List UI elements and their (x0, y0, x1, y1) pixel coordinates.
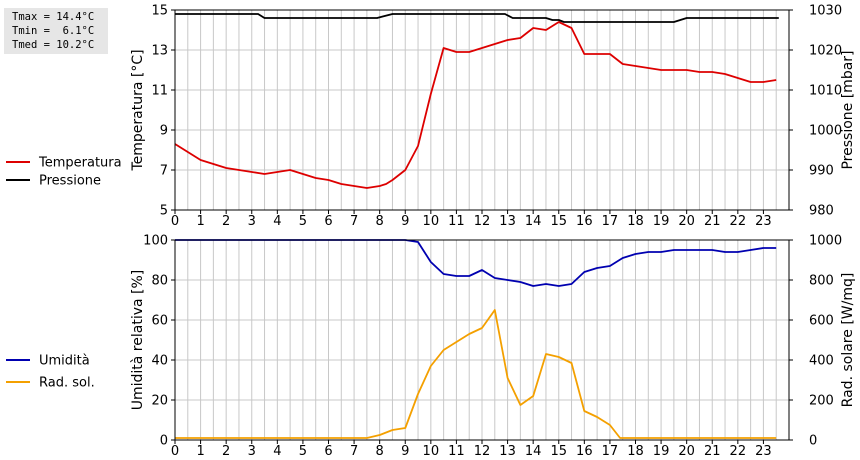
x-tick-label: 9 (401, 214, 409, 229)
y-right-axis-label: Pressione [mbar] (840, 50, 856, 169)
y-right-tick-label: 1030 (809, 4, 842, 19)
x-tick-label: 0 (171, 444, 179, 459)
x-tick-label: 2 (222, 214, 230, 229)
x-tick-label: 10 (423, 444, 440, 459)
x-tick-label: 11 (448, 444, 465, 459)
x-tick-label: 21 (704, 444, 721, 459)
x-tick-label: 17 (602, 214, 619, 229)
x-tick-label: 3 (248, 214, 256, 229)
legend-label: Rad. sol. (39, 376, 95, 391)
series-line-temperatura (174, 21, 777, 189)
x-tick-label: 22 (730, 444, 747, 459)
legend-label: Umidità (39, 354, 90, 369)
x-tick-label: 0 (171, 214, 179, 229)
y-right-tick-label: 1010 (809, 84, 842, 99)
x-tick-label: 18 (627, 214, 644, 229)
x-tick-label: 7 (350, 444, 358, 459)
x-tick-label: 1 (196, 214, 204, 229)
y-right-tick-label: 980 (809, 204, 834, 219)
x-tick-label: 6 (324, 214, 332, 229)
series-line-rad-sol (175, 309, 777, 439)
x-tick-label: 15 (550, 214, 567, 229)
x-tick-label: 4 (273, 214, 281, 229)
stats-tmin: Tmin = 6.1°C (12, 25, 95, 37)
y-right-tick-label: 600 (809, 314, 834, 329)
chart-bottom: 0 1 2 3 4 5 6 7 8 9 10 11 12 13 14 15 16 17 18 19 20 21 22 2302… (6, 234, 856, 459)
y-left-tick-label: 20 (151, 394, 168, 409)
y-left-tick-label: 0 (160, 434, 168, 449)
x-tick-label: 23 (755, 214, 772, 229)
y-left-tick-label: 40 (151, 354, 168, 369)
y-right-tick-label: 0 (809, 434, 817, 449)
x-tick-label: 15 (550, 444, 567, 459)
x-tick-label: 19 (653, 214, 670, 229)
x-tick-label: 16 (576, 444, 593, 459)
x-tick-label: 5 (299, 214, 307, 229)
series-line-umidit (175, 239, 777, 287)
y-left-axis-label: Temperatura [°C] (130, 49, 146, 171)
x-tick-label: 11 (448, 214, 465, 229)
chart-top: 0 1 2 3 4 5 6 7 8 9 10 11 12 13 14 15 16 17 18 19 20 21 22 2357… (6, 4, 856, 229)
stats-box: Tmax = 14.4°C Tmin = 6.1°C Tmed = 10.2°C (4, 8, 108, 54)
y-right-tick-label: 200 (809, 394, 834, 409)
x-tick-label: 3 (248, 444, 256, 459)
x-tick-label: 8 (376, 214, 384, 229)
x-tick-label: 20 (678, 214, 695, 229)
x-tick-label: 22 (730, 214, 747, 229)
y-left-tick-label: 11 (151, 84, 168, 99)
x-tick-label: 2 (222, 444, 230, 459)
y-left-axis-label: Umidità relativa [%] (130, 270, 146, 411)
x-tick-label: 19 (653, 444, 670, 459)
x-tick-label: 16 (576, 214, 593, 229)
legend-label: Pressione (39, 174, 101, 189)
y-right-tick-label: 1000 (809, 124, 842, 139)
x-tick-label: 6 (324, 444, 332, 459)
x-tick-label: 23 (755, 444, 772, 459)
legend-label: Temperatura (38, 156, 122, 171)
y-left-tick-label: 5 (160, 204, 168, 219)
y-left-tick-label: 13 (151, 44, 168, 59)
y-right-tick-label: 1020 (809, 44, 842, 59)
y-left-tick-label: 100 (143, 234, 168, 249)
stats-tmed: Tmed = 10.2°C (12, 39, 95, 51)
x-tick-label: 7 (350, 214, 358, 229)
x-tick-label: 14 (525, 444, 542, 459)
x-tick-label: 10 (423, 214, 440, 229)
y-right-tick-label: 400 (809, 354, 834, 369)
x-tick-label: 14 (525, 214, 542, 229)
x-tick-label: 9 (401, 444, 409, 459)
x-tick-label: 21 (704, 214, 721, 229)
stats-tmax: Tmax = 14.4°C (12, 11, 95, 23)
y-right-tick-label: 800 (809, 274, 834, 289)
x-tick-label: 13 (499, 444, 516, 459)
x-tick-label: 13 (499, 214, 516, 229)
x-tick-label: 4 (273, 444, 281, 459)
x-tick-label: 8 (376, 444, 384, 459)
series-line-pressione (175, 13, 779, 23)
y-left-tick-label: 60 (151, 314, 168, 329)
y-left-tick-label: 9 (160, 124, 168, 139)
x-tick-label: 20 (678, 444, 695, 459)
y-left-tick-label: 7 (160, 164, 168, 179)
x-tick-label: 12 (474, 214, 491, 229)
y-right-tick-label: 1000 (809, 234, 842, 249)
x-tick-label: 12 (474, 444, 491, 459)
y-left-tick-label: 80 (151, 274, 168, 289)
x-tick-label: 18 (627, 444, 644, 459)
x-tick-label: 1 (196, 444, 204, 459)
x-tick-label: 5 (299, 444, 307, 459)
y-right-tick-label: 990 (809, 164, 834, 179)
x-tick-label: 17 (602, 444, 619, 459)
y-left-tick-label: 15 (151, 4, 168, 19)
y-right-axis-label: Rad. solare [W/mq] (840, 273, 856, 408)
